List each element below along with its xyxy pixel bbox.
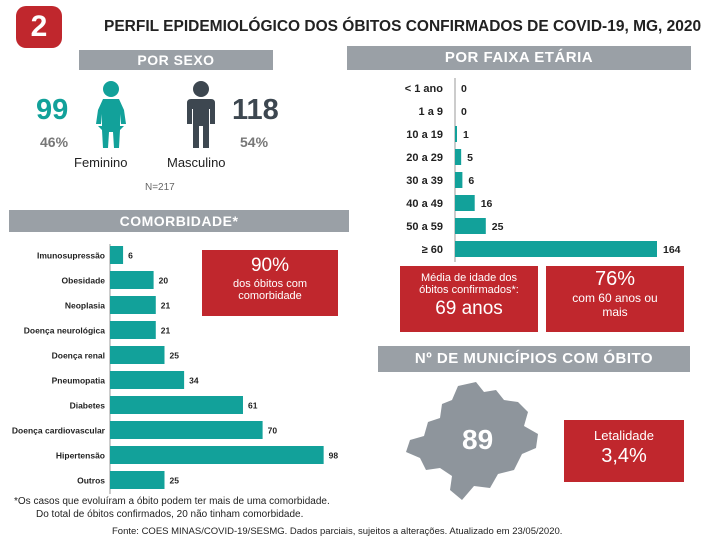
comorbidade-bar (110, 471, 165, 489)
faixa-bar (455, 172, 463, 188)
pct-60-box: 76% com 60 anos ou mais (546, 266, 684, 332)
male-person-icon (187, 81, 215, 148)
faixa-category-label: ≥ 60 (422, 244, 443, 256)
faixa-category-label: < 1 ano (405, 83, 443, 95)
faixa-heading: POR FAIXA ETÁRIA (347, 46, 691, 70)
comorbidade-bar (110, 346, 165, 364)
comorbidade-bar (110, 246, 124, 264)
comorbidade-text1: dos óbitos com (233, 278, 307, 290)
faixa-bar (455, 126, 457, 142)
faixa-category-label: 1 a 9 (419, 106, 443, 118)
letalidade-value: 3,4% (601, 445, 647, 467)
comorbidade-category-label: Pneumopatia (52, 376, 106, 386)
male-label: Masculino (167, 155, 226, 170)
faixa-etaria-chart: < 1 ano 0 1 a 9 0 10 a 19 1 20 a 29 5 30 a 39 6 40… (405, 78, 681, 262)
municipios-heading: Nº DE MUNICÍPIOS COM ÓBITO (378, 346, 690, 372)
female-person-icon (96, 81, 126, 148)
female-label: Feminino (74, 155, 128, 170)
section-number-badge: 2 (16, 6, 62, 48)
comorbidade-category-label: Obesidade (62, 276, 106, 286)
comorbidade-bar (110, 446, 324, 464)
media-idade-text1: Média de idade dos (420, 272, 517, 284)
faixa-category-label: 10 a 19 (406, 129, 443, 141)
comorbidade-value-label: 25 (170, 351, 180, 361)
faixa-value-label: 6 (468, 175, 474, 187)
comorbidade-category-label: Doença cardiovascular (12, 426, 106, 436)
municipios-count: 89 (462, 424, 494, 455)
comorbidade-category-label: Imunosupressão (37, 251, 105, 261)
page-title: PERFIL EPIDEMIOLÓGICO DOS ÓBITOS CONFIRM… (104, 18, 702, 35)
comorbidade-value-label: 70 (268, 426, 278, 436)
comorbidade-category-label: Neoplasia (65, 301, 105, 311)
faixa-value-label: 5 (467, 152, 473, 164)
comorbidade-value-label: 21 (161, 301, 171, 311)
letalidade-label: Letalidade (594, 428, 654, 443)
faixa-bar (455, 241, 657, 257)
comorbidade-category-label: Diabetes (70, 401, 106, 411)
comorbidade-chart: Imunosupressão 6 Obesidade 20 Neoplasia 21 Doe… (12, 244, 339, 494)
male-count: 118 (232, 94, 279, 126)
faixa-bar (455, 218, 486, 234)
comorbidade-bar (110, 321, 156, 339)
female-count: 99 (36, 94, 69, 126)
comorbidade-bar (110, 421, 263, 439)
faixa-category-label: 30 a 39 (406, 175, 443, 187)
faixa-bar (455, 149, 462, 165)
letalidade-box: Letalidade 3,4% (564, 420, 684, 482)
comorbidade-category-label: Doença renal (52, 351, 105, 361)
comorbidade-heading: COMORBIDADE* (9, 210, 349, 232)
comorbidade-value-label: 61 (248, 401, 258, 411)
comorbidade-value-label: 6 (128, 251, 133, 261)
faixa-value-label: 0 (461, 106, 467, 118)
minas-gerais-map-icon (406, 382, 538, 500)
comorbidade-value-label: 98 (329, 451, 339, 461)
footnote-line1: *Os casos que evoluíram a óbito podem te… (14, 496, 330, 507)
media-idade-value: 69 anos (435, 298, 503, 319)
source-note: Fonte: COES MINAS/COVID-19/SESMG. Dados … (112, 526, 563, 537)
male-percent: 54% (240, 134, 269, 150)
sample-size: N=217 (145, 182, 175, 193)
comorbidade-value-label: 34 (189, 376, 199, 386)
pct-60-text2: mais (602, 305, 628, 319)
faixa-category-label: 50 a 59 (406, 221, 443, 233)
female-percent: 46% (40, 134, 69, 150)
comorbidade-text2: comorbidade (238, 290, 302, 302)
comorbidade-highlight-box: 90% dos óbitos com comorbidade (202, 250, 338, 316)
comorbidade-bar (110, 296, 156, 314)
media-idade-text2: óbitos confirmados*: (419, 284, 519, 296)
sexo-heading: POR SEXO (79, 50, 273, 70)
footnote-line2: Do total de óbitos confirmados, 20 não t… (36, 509, 304, 520)
comorbidade-value-label: 20 (159, 276, 169, 286)
comorbidade-bar (110, 396, 243, 414)
faixa-value-label: 1 (463, 129, 469, 141)
faixa-value-label: 0 (461, 83, 467, 95)
comorbidade-category-label: Doença neurológica (24, 326, 106, 336)
pct-60-text1: com 60 anos ou (572, 291, 658, 305)
comorbidade-category-label: Hipertensão (56, 451, 105, 461)
comorbidade-value-label: 21 (161, 326, 171, 336)
faixa-value-label: 164 (663, 244, 681, 256)
comorbidade-bar (110, 371, 185, 389)
faixa-category-label: 20 a 29 (406, 152, 443, 164)
media-idade-box: Média de idade dos óbitos confirmados*: … (400, 266, 538, 332)
comorbidade-bar (110, 271, 154, 289)
comorbidade-pct: 90% (250, 255, 290, 276)
comorbidade-value-label: 25 (170, 476, 180, 486)
comorbidade-category-label: Outros (77, 476, 105, 486)
pct-60-value: 76% (594, 268, 636, 290)
faixa-value-label: 25 (492, 221, 504, 233)
faixa-bar (455, 195, 475, 211)
faixa-category-label: 40 a 49 (406, 198, 443, 210)
faixa-value-label: 16 (481, 198, 493, 210)
